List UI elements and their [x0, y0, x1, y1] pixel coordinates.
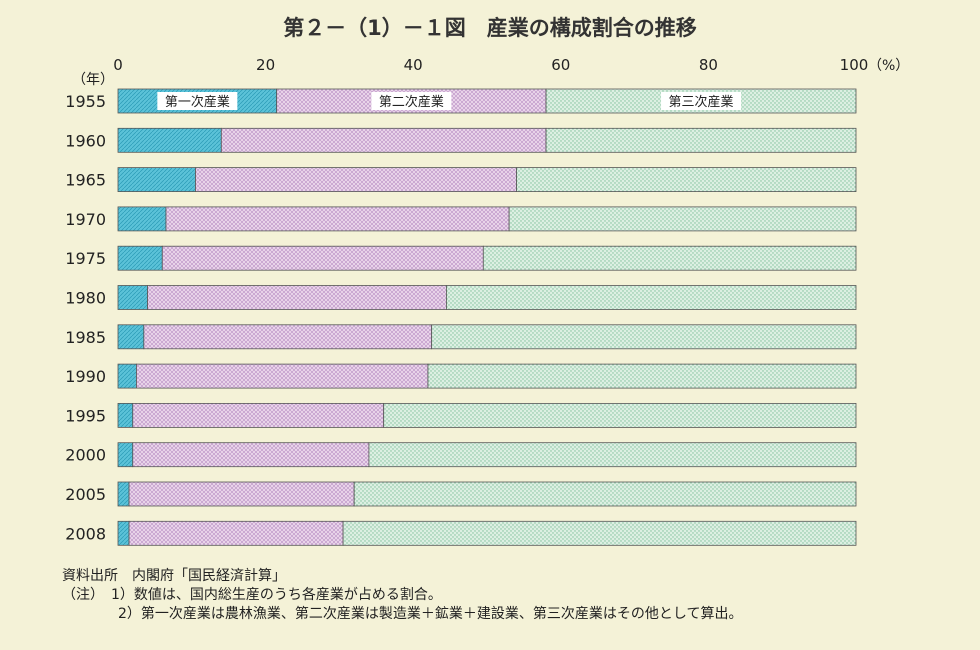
bar-1965-series-3	[516, 167, 857, 193]
bar-1985-series-2	[143, 324, 433, 350]
bar-1980-series-2	[147, 285, 447, 310]
bar-2005-series-3	[353, 481, 857, 507]
category-label-1985: 1985	[65, 328, 106, 347]
category-label-1995: 1995	[65, 406, 106, 425]
source-note: 資料出所 内閣府「国民経済計算」	[62, 568, 286, 584]
bar-2008-series-3	[342, 520, 857, 546]
bar-2000-series-1	[117, 442, 134, 468]
bar-1960-series-2	[220, 127, 547, 153]
bar-1960-series-3	[545, 127, 857, 153]
note-2: 2）第一次産業は農林漁業、第二次産業は製造業＋鉱業＋建設業、第三次産業はその他と…	[62, 606, 743, 622]
bar-1970-series-1	[117, 206, 167, 232]
x-tick-label-0: 0	[113, 56, 123, 74]
bar-1970-series-3	[508, 206, 857, 232]
bar-2000-series-3	[368, 442, 857, 468]
category-label-1975: 1975	[65, 249, 106, 268]
footnotes: 資料出所 内閣府「国民経済計算」 （注） 1）数値は、国内総生産のうち各産業が占…	[62, 567, 742, 624]
bar-2008-series-2	[128, 520, 344, 546]
series-label-2: 第二次産業	[379, 94, 444, 110]
x-tick-label-60: 60	[551, 56, 570, 74]
stacked-bar-chart: 0 20 40 60 80 100 （%）（年） 第一次産業 第二次産業 第三次産業 19551…	[65, 56, 909, 546]
bar-1995-series-2	[132, 402, 385, 428]
bar-1985-series-3	[431, 324, 857, 350]
x-unit-label: （%）	[868, 58, 909, 74]
bar-1970-series-2	[165, 206, 510, 232]
bars: 第一次産業 第二次産業 第三次産業	[117, 88, 857, 546]
x-tick-label-20: 20	[256, 56, 275, 74]
series-label-bg-2	[371, 92, 452, 110]
category-label-2005: 2005	[65, 485, 106, 504]
bar-2005-series-2	[128, 481, 355, 507]
bar-1985-series-1	[117, 324, 145, 350]
category-labels: 1955 1960 1965 1970 1975 1980 1985 1990 1995 2000…	[65, 92, 106, 543]
category-label-2008: 2008	[65, 524, 106, 543]
bar-1990-series-2	[136, 363, 429, 389]
category-label-2000: 2000	[65, 446, 106, 465]
series-label-3: 第三次産業	[669, 94, 734, 110]
x-tick-label-100: 100	[840, 56, 869, 74]
y-axis-label: （年）	[72, 72, 114, 88]
series-label-1: 第一次産業	[165, 94, 230, 110]
category-label-1970: 1970	[65, 210, 106, 229]
bar-2005-series-1	[117, 481, 130, 507]
bar-1980-series-3	[446, 285, 857, 310]
category-label-1965: 1965	[65, 171, 106, 190]
bar-1975-series-3	[482, 245, 857, 271]
bar-1965-series-1	[117, 167, 196, 193]
x-axis: 0 20 40 60 80 100 （%） （年）	[72, 56, 909, 88]
bar-1975-series-1	[117, 245, 163, 271]
bar-2000-series-2	[132, 442, 370, 468]
series-label-bg-1	[157, 92, 238, 110]
x-tick-label-80: 80	[699, 56, 718, 74]
bar-1965-series-2	[195, 167, 517, 193]
bar-1995-series-3	[383, 402, 857, 428]
category-label-1960: 1960	[65, 131, 106, 150]
bar-1975-series-2	[161, 245, 484, 271]
bar-1995-series-1	[117, 402, 134, 428]
category-label-1990: 1990	[65, 367, 106, 386]
bar-1990-series-3	[427, 363, 857, 389]
x-tick-label-40: 40	[404, 56, 423, 74]
category-label-1980: 1980	[65, 289, 106, 308]
note-1: （注） 1）数値は、国内総生産のうち各産業が占める割合。	[62, 587, 442, 603]
series-label-bg-3	[661, 92, 742, 110]
bar-1990-series-1	[117, 363, 137, 389]
bar-1980-series-1	[117, 285, 148, 310]
chart-title: 第２－（1）－１図 産業の構成割合の推移	[283, 16, 697, 40]
bar-2008-series-1	[117, 520, 130, 546]
bar-1960-series-1	[117, 127, 222, 153]
category-label-1955: 1955	[65, 92, 106, 111]
